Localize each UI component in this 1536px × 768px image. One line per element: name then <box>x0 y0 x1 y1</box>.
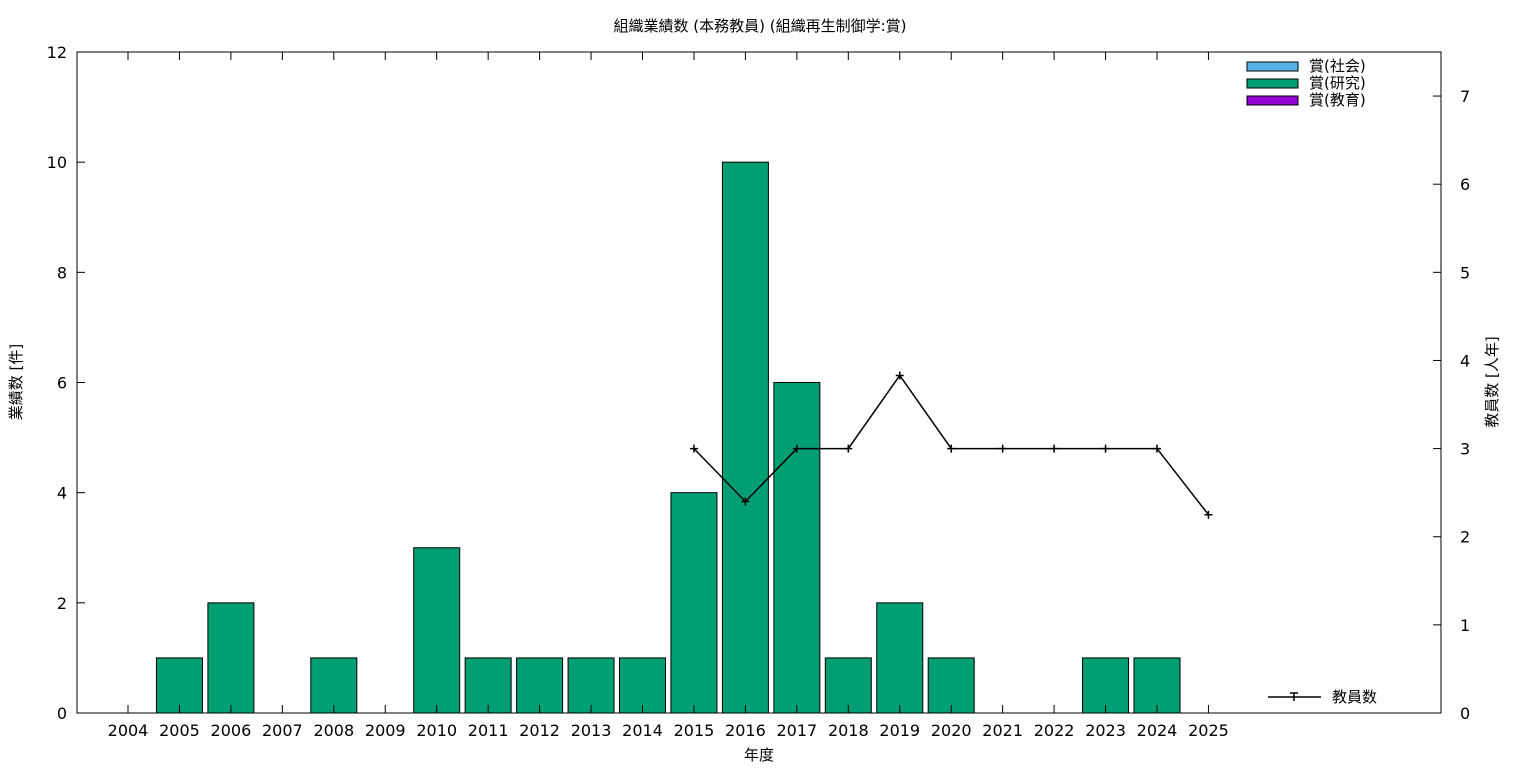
x-tick-2016: 2016 <box>725 721 766 740</box>
bar-1-2016 <box>721 161 769 714</box>
bar-1-2018 <box>824 657 872 714</box>
point-teachers-2015 <box>689 444 698 453</box>
point-teachers-2017 <box>792 444 801 453</box>
chart-title: 組織業績数 (本務教員) (組織再生制御学:賞) <box>614 17 907 35</box>
legend-swatch-1 <box>1246 78 1299 89</box>
legend-label-0: 賞(社会) <box>1309 57 1366 75</box>
point-teachers-2018 <box>844 444 853 453</box>
x-axis-label: 年度 <box>744 746 774 764</box>
legend-line-marker <box>1290 692 1298 701</box>
x-tick-2020: 2020 <box>931 721 972 740</box>
plot-area <box>155 161 1213 714</box>
y-tick-0: 0 <box>57 704 67 723</box>
x-tick-2015: 2015 <box>674 721 715 740</box>
x-tick-2018: 2018 <box>828 721 869 740</box>
y-tick-4: 4 <box>57 484 67 503</box>
x-tick-2021: 2021 <box>982 721 1023 740</box>
x-tick-2013: 2013 <box>571 721 612 740</box>
x-tick-2023: 2023 <box>1085 721 1126 740</box>
y2-tick-3: 3 <box>1460 440 1470 459</box>
x-tick-2025: 2025 <box>1188 721 1229 740</box>
bar-1-2019 <box>876 602 924 714</box>
point-teachers-2019 <box>895 371 904 380</box>
bar-1-2020 <box>927 657 975 714</box>
legend-swatch-0 <box>1246 61 1299 72</box>
y2-axis-label: 教員数 [人年] <box>1483 336 1501 427</box>
bar-1-2011 <box>464 657 512 714</box>
point-teachers-2024 <box>1153 444 1161 453</box>
bar-1-2012 <box>516 657 564 714</box>
bar-1-2013 <box>567 657 615 714</box>
x-tick-2011: 2011 <box>468 721 509 740</box>
x-tick-2017: 2017 <box>776 721 817 740</box>
x-tick-2014: 2014 <box>622 721 663 740</box>
y-axis-label: 業績数 [件] <box>7 344 25 420</box>
y2-tick-4: 4 <box>1460 351 1470 370</box>
x-tick-2009: 2009 <box>365 721 406 740</box>
x-tick-2005: 2005 <box>159 721 200 740</box>
x-tick-2008: 2008 <box>313 721 354 740</box>
point-teachers-2020 <box>947 444 956 453</box>
point-teachers-2025 <box>1204 510 1213 519</box>
x-tick-2007: 2007 <box>262 721 303 740</box>
bar-1-2015 <box>670 492 718 714</box>
bar-1-2008 <box>310 657 358 714</box>
legend: 賞(社会)賞(研究)賞(教育) 教員数 <box>1246 57 1377 706</box>
point-teachers-2016 <box>741 497 750 506</box>
y-tick-2: 2 <box>57 594 67 613</box>
point-teachers-2021 <box>998 444 1007 453</box>
y2-tick-7: 7 <box>1460 87 1470 106</box>
legend-label-1: 賞(研究) <box>1309 74 1366 92</box>
bar-1-2006 <box>207 602 255 714</box>
y2-tick-0: 0 <box>1460 704 1470 723</box>
bar-1-2005 <box>155 657 203 714</box>
bar-1-2014 <box>619 657 666 714</box>
x-tick-2006: 2006 <box>211 721 252 740</box>
point-teachers-2022 <box>1050 444 1059 453</box>
bar-1-2010 <box>413 547 461 714</box>
y-tick-12: 12 <box>47 43 67 62</box>
x-tick-2010: 2010 <box>416 721 457 740</box>
point-teachers-2023 <box>1101 444 1110 453</box>
x-tick-2012: 2012 <box>519 721 560 740</box>
legend-label-2: 賞(教育) <box>1309 91 1366 109</box>
y-tick-10: 10 <box>47 153 67 172</box>
x-tick-2019: 2019 <box>879 721 920 740</box>
x-tick-2024: 2024 <box>1137 721 1178 740</box>
y-tick-8: 8 <box>57 263 67 282</box>
bar-1-2024 <box>1133 657 1181 714</box>
legend-swatch-2 <box>1246 95 1299 106</box>
bar-1-2017 <box>773 382 821 714</box>
x-tick-2004: 2004 <box>108 721 149 740</box>
y2-tick-6: 6 <box>1460 175 1470 194</box>
y2-tick-5: 5 <box>1460 263 1470 282</box>
legend-line-label: 教員数 <box>1332 688 1377 706</box>
y2-tick-2: 2 <box>1460 528 1470 547</box>
x-tick-2022: 2022 <box>1034 721 1075 740</box>
y-tick-6: 6 <box>57 374 67 393</box>
bar-1-2023 <box>1082 657 1130 714</box>
y2-tick-1: 1 <box>1460 616 1470 635</box>
